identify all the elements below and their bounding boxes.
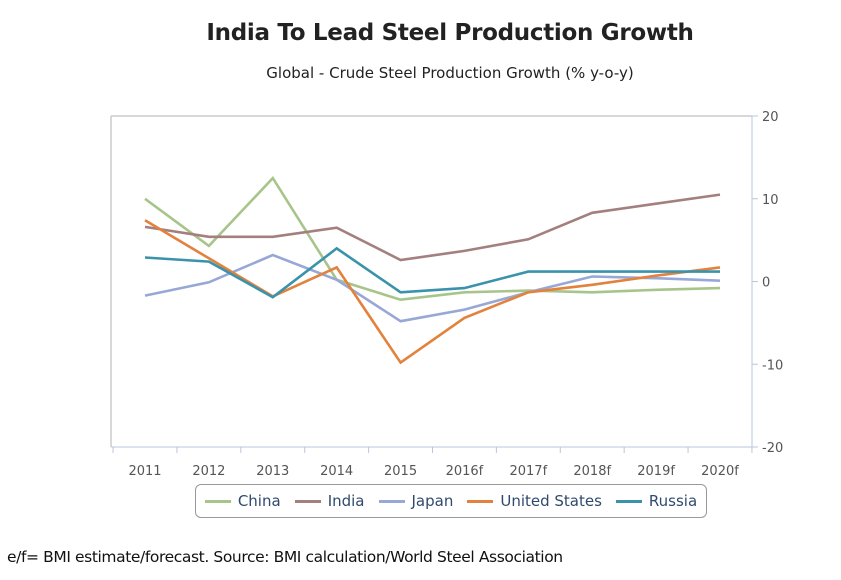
y-tick-label: 10 [762, 193, 779, 208]
legend-label: Japan [411, 492, 454, 510]
series-line-india [144, 193, 721, 262]
chart-title: India To Lead Steel Production Growth [206, 20, 694, 46]
legend-swatch [204, 499, 231, 503]
x-tick-label: 2019f [637, 464, 675, 479]
legend-label: China [237, 492, 281, 510]
x-tick-label: 2017f [509, 464, 547, 479]
series-line-russia [144, 246, 720, 299]
legend-item-india[interactable]: India [294, 492, 365, 510]
x-tick-label: 2011 [128, 464, 161, 479]
legend-item-japan[interactable]: Japan [378, 492, 454, 510]
series-line-united-states [144, 219, 721, 365]
legend-label: Russia [648, 492, 698, 510]
series-line-japan [144, 253, 721, 323]
chart-subtitle: Global - Crude Steel Production Growth (… [266, 64, 634, 82]
legend-item-russia[interactable]: Russia [615, 492, 698, 510]
legend-item-china[interactable]: China [204, 492, 281, 510]
x-tick-label: 2015 [384, 464, 417, 479]
legend-label: India [327, 492, 365, 510]
legend-swatch [615, 499, 642, 503]
legend-swatch [294, 499, 321, 503]
x-tick-label: 2012 [192, 464, 225, 479]
x-tick-label: 2020f [701, 464, 739, 479]
source-footnote: e/f= BMI estimate/forecast. Source: BMI … [7, 548, 563, 566]
legend-swatch [467, 499, 494, 503]
legend-swatch [378, 499, 405, 503]
y-tick-label: -20 [762, 441, 783, 456]
y-tick-label: -10 [762, 358, 783, 373]
chart-legend: China India Japan United States Russia [195, 484, 707, 518]
x-tick-label: 2016f [446, 464, 484, 479]
legend-label: United States [500, 492, 602, 510]
series-line-china [144, 175, 721, 302]
x-tick-label: 2014 [320, 464, 353, 479]
y-tick-label: 20 [762, 110, 779, 125]
legend-item-united-states[interactable]: United States [467, 492, 602, 510]
x-tick-label: 2018f [573, 464, 611, 479]
y-tick-label: 0 [762, 276, 770, 291]
x-tick-label: 2013 [256, 464, 289, 479]
